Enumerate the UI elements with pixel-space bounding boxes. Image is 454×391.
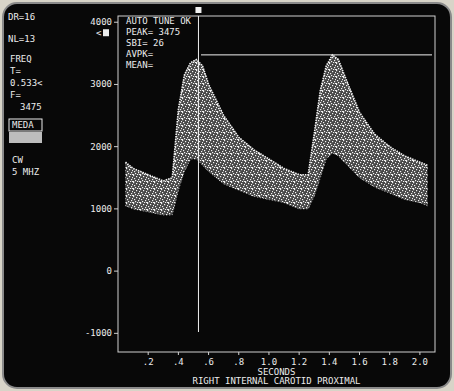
- y-tick: [114, 84, 118, 85]
- x-tick-label: .2: [143, 357, 154, 367]
- x-tick-label: 1.6: [351, 357, 367, 367]
- spectrum-speckle: [126, 55, 428, 215]
- screen: [3, 3, 451, 388]
- y-tick: [114, 22, 118, 23]
- x-tick: [419, 352, 420, 355]
- x-tick: [208, 352, 209, 355]
- low-envelope: [126, 153, 428, 215]
- annotation: AUTO TUNE OK: [126, 16, 192, 26]
- peak-line: [201, 54, 432, 55]
- spectrum-fill: [126, 55, 428, 215]
- x-tick-label: 1.2: [291, 357, 307, 367]
- x-tick-label: 2.0: [412, 357, 428, 367]
- x-tick-label: 1.0: [261, 357, 277, 367]
- x-tick: [389, 352, 390, 355]
- title: RIGHT INTERNAL CAROTID PROXIMAL: [193, 376, 361, 386]
- annotation: AVPK=: [126, 49, 154, 59]
- x-tick: [268, 352, 269, 355]
- panel-text: FREQ: [10, 54, 32, 64]
- x-tick: [329, 352, 330, 355]
- panel-text: 0.533<: [10, 78, 43, 88]
- annotation: SBI= 26: [126, 38, 164, 48]
- panel-text: 5 MHZ: [12, 167, 40, 177]
- y-tick: [114, 271, 118, 272]
- x-tick-label: .8: [233, 357, 244, 367]
- x-tick: [359, 352, 360, 355]
- panel-text: 3475: [20, 102, 42, 112]
- panel-text: T=: [10, 66, 21, 76]
- panel-highlight: [9, 132, 42, 143]
- y-tick-label: 0: [107, 266, 112, 276]
- axis-marker: <: [96, 28, 102, 38]
- peak-envelope: [126, 55, 428, 181]
- x-tick-label: 1.4: [321, 357, 337, 367]
- cursor-handle: [195, 7, 201, 13]
- x-tick: [178, 352, 179, 355]
- x-tick-label: 1.8: [382, 357, 398, 367]
- marker-box: [103, 29, 109, 36]
- panel-text: CW: [12, 155, 23, 165]
- x-tick: [148, 352, 149, 355]
- y-tick: [114, 333, 118, 334]
- y-tick: [114, 146, 118, 147]
- annotation: MEAN=: [126, 60, 154, 70]
- x-tick: [299, 352, 300, 355]
- panel-text: F=: [10, 90, 21, 100]
- y-tick-label: 3000: [90, 79, 112, 89]
- annotation: PEAK= 3475: [126, 27, 180, 37]
- time-cursor: [198, 16, 199, 332]
- panel-box: [9, 119, 42, 131]
- panel-text: DR=16: [8, 12, 35, 22]
- x-tick-label: .6: [203, 357, 214, 367]
- y-tick-label: 1000: [90, 204, 112, 214]
- panel-text: MEDA: [12, 120, 34, 130]
- plot-frame: [118, 16, 435, 352]
- y-tick-label: 2000: [90, 142, 112, 152]
- panel-text: NL=13: [8, 34, 35, 44]
- y-tick-label: -1000: [85, 328, 112, 338]
- y-tick-label: 4000: [90, 17, 112, 27]
- x-tick: [238, 352, 239, 355]
- chart: -1000 0 1000 2000 3000 4000< .2 .4 .6 .8 1.0 1.2 1.4…: [0, 0, 454, 391]
- y-tick: [114, 208, 118, 209]
- x-tick-label: .4: [173, 357, 184, 367]
- plot-area: [126, 16, 433, 332]
